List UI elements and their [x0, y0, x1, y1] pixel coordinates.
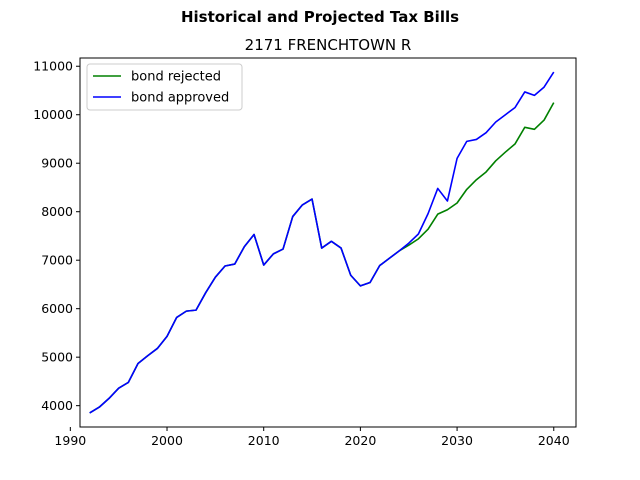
- x-axis: 1990 2000 2010 2020 2030 2040: [54, 427, 570, 448]
- y-tick-label: 8000: [41, 204, 73, 219]
- legend: bond rejected bond approved: [86, 63, 243, 111]
- series-line-bond-approved: [89, 71, 555, 414]
- y-tick-label: 10000: [33, 107, 73, 122]
- x-tick-label: 2040: [538, 433, 570, 448]
- y-axis: 4000 5000 6000 7000 8000 9000 10000 11000: [33, 59, 80, 413]
- series-lines: [89, 71, 555, 414]
- chart-suptitle: Historical and Projected Tax Bills: [181, 8, 459, 26]
- y-tick-label: 11000: [33, 59, 73, 74]
- y-tick-label: 4000: [41, 398, 73, 413]
- legend-box: [86, 63, 243, 111]
- chart-title: 2171 FRENCHTOWN R: [245, 36, 412, 54]
- x-tick-label: 2030: [441, 433, 473, 448]
- y-tick-label: 7000: [41, 253, 73, 268]
- plot-area: 1990 2000 2010 2020 2030 2040 4000 5000 6000 700…: [33, 57, 577, 448]
- y-tick-label: 5000: [41, 350, 73, 365]
- series-line-bond-rejected: [89, 102, 555, 414]
- legend-label: bond rejected: [131, 70, 221, 85]
- y-tick-label: 6000: [41, 301, 73, 316]
- legend-label: bond approved: [131, 91, 229, 106]
- x-tick-label: 2010: [248, 433, 280, 448]
- x-tick-label: 2020: [344, 433, 376, 448]
- axes-frame: [79, 57, 577, 428]
- x-tick-label: 1990: [54, 433, 86, 448]
- x-tick-label: 2000: [151, 433, 183, 448]
- y-tick-label: 9000: [41, 156, 73, 171]
